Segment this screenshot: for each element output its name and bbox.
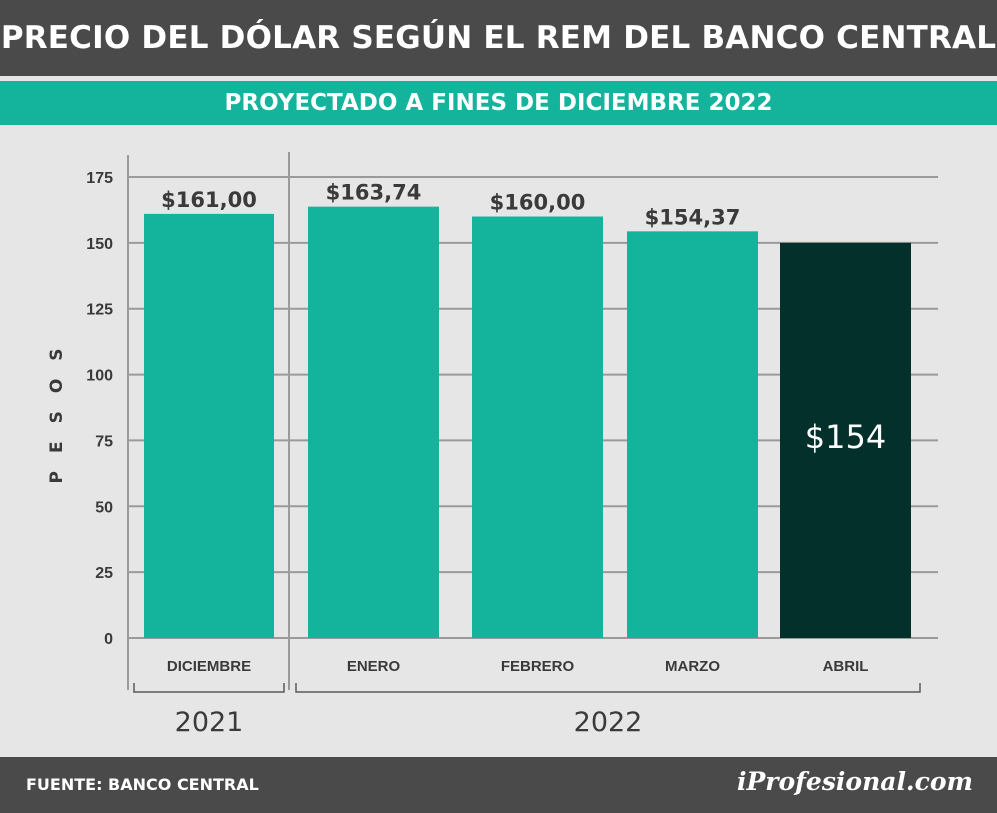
y-tick-label: 25 (95, 565, 113, 582)
y-tick-label: 0 (104, 631, 113, 648)
title-bar: PRECIO DEL DÓLAR SEGÚN EL REM DEL BANCO … (0, 0, 997, 76)
y-tick-label: 125 (86, 302, 113, 319)
y-axis-label: PESOS (47, 330, 67, 483)
bar-chart: 0 25 50 75 100 125 150 175 $161,00 $163,74 $160,00… (47, 152, 938, 738)
year-label: 2022 (574, 707, 643, 738)
y-tick-label: 150 (86, 236, 113, 253)
year-label: 2021 (175, 707, 244, 738)
y-tick-label: 175 (86, 170, 113, 187)
source-label: FUENTE: BANCO CENTRAL (26, 775, 259, 794)
bar (472, 216, 603, 638)
x-tick-label: ENERO (347, 658, 401, 675)
chart-title: PRECIO DEL DÓLAR SEGÚN EL REM DEL BANCO … (0, 20, 997, 56)
bar (627, 231, 758, 638)
y-tick-label: 50 (95, 499, 113, 516)
data-label: $154 (805, 418, 886, 456)
x-tick-label: FEBRERO (501, 658, 575, 675)
bar (780, 242, 911, 638)
footer-bar: FUENTE: BANCO CENTRAL iProfesional.com (0, 757, 997, 813)
x-tick-label: DICIEMBRE (167, 658, 251, 675)
x-tick-label: MARZO (665, 658, 720, 675)
year-bracket (133, 683, 285, 693)
y-tick-label: 100 (86, 368, 113, 385)
subtitle-bar: PROYECTADO A FINES DE DICIEMBRE 2022 (0, 81, 997, 125)
bar (144, 213, 274, 638)
bar (308, 206, 439, 639)
x-tick-label: ABRIL (823, 658, 869, 675)
year-bracket (295, 683, 921, 693)
y-tick-label: 75 (95, 433, 113, 450)
data-label: $163,74 (326, 181, 422, 205)
data-label: $160,00 (490, 191, 586, 215)
data-label: $154,37 (645, 205, 741, 229)
brand-logo: iProfesional.com (737, 767, 973, 796)
chart-subtitle: PROYECTADO A FINES DE DICIEMBRE 2022 (224, 90, 773, 116)
data-label: $161,00 (161, 188, 257, 212)
